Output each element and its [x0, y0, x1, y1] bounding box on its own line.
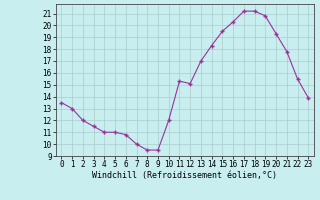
X-axis label: Windchill (Refroidissement éolien,°C): Windchill (Refroidissement éolien,°C) [92, 171, 277, 180]
